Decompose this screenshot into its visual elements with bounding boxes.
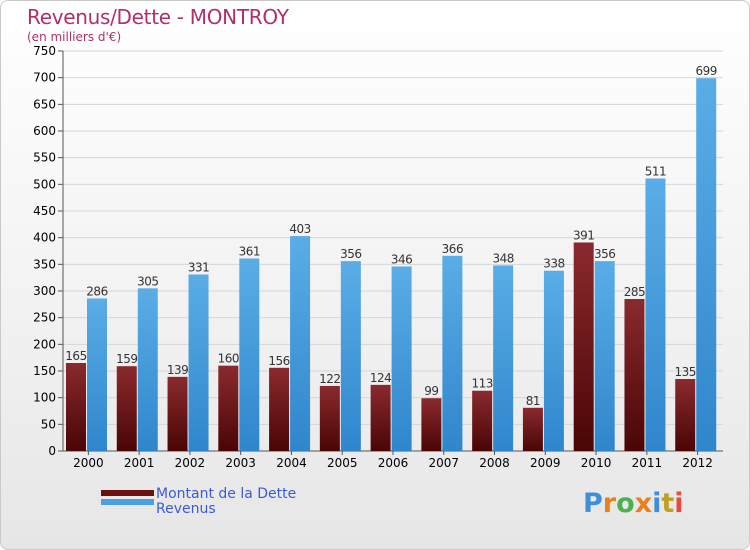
bar-dette: [421, 398, 442, 451]
bar-revenus: [493, 265, 514, 451]
data-label-dette: 99: [424, 384, 438, 398]
x-tick-label: 2006: [378, 456, 409, 470]
data-label-dette: 285: [624, 285, 645, 299]
data-label-dette: 156: [268, 354, 289, 368]
data-label-revenus: 305: [137, 274, 158, 288]
data-label-revenus: 699: [696, 64, 717, 78]
bar-dette: [472, 390, 493, 451]
y-tick-label: 450: [33, 204, 56, 218]
data-label-revenus: 356: [594, 247, 615, 261]
logo-letter: i: [652, 488, 662, 519]
data-label-dette: 165: [65, 349, 86, 363]
x-tick-label: 2002: [175, 456, 206, 470]
data-label-revenus: 361: [239, 244, 260, 258]
y-tick-label: 50: [41, 417, 56, 431]
y-tick-label: 300: [33, 284, 56, 298]
x-tick-label: 2007: [428, 456, 459, 470]
x-tick-label: 2011: [632, 456, 663, 470]
bar-dette: [624, 299, 645, 451]
bar-revenus: [391, 266, 412, 451]
x-tick-label: 2009: [530, 456, 561, 470]
x-tick-label: 2004: [276, 456, 307, 470]
logo-letter: t: [661, 488, 675, 519]
bar-revenus: [340, 261, 361, 451]
legend-label-revenus: Revenus: [156, 501, 216, 517]
y-tick-label: 350: [33, 257, 56, 271]
data-label-dette: 113: [471, 377, 492, 391]
bar-revenus: [239, 258, 260, 451]
logo-letter: r: [602, 488, 617, 519]
x-tick-label: 2003: [225, 456, 256, 470]
bar-dette: [573, 242, 594, 451]
x-tick-label: 2001: [124, 456, 155, 470]
logo-letter: i: [674, 488, 684, 519]
bar-dette: [319, 385, 340, 451]
legend-swatch-revenus: [101, 499, 154, 505]
data-label-revenus: 348: [492, 251, 513, 265]
legend-label-dette: Montant de la Dette: [156, 486, 297, 502]
logo-letter: o: [616, 488, 635, 519]
data-label-dette: 391: [573, 228, 594, 242]
bar-revenus: [543, 270, 564, 451]
data-label-revenus: 331: [188, 260, 209, 274]
bar-revenus: [87, 298, 107, 451]
bar-dette: [370, 384, 391, 451]
y-tick-label: 150: [33, 364, 56, 378]
legend-swatch-dette: [101, 490, 154, 496]
data-label-dette: 139: [167, 363, 188, 377]
y-tick-label: 650: [33, 97, 56, 111]
bar-revenus: [188, 274, 209, 451]
x-tick-label: 2012: [682, 456, 713, 470]
data-label-revenus: 403: [289, 222, 310, 236]
y-tick-label: 250: [33, 311, 56, 325]
data-label-revenus: 366: [442, 242, 463, 256]
bar-dette: [522, 407, 543, 451]
x-tick-label: 2005: [327, 456, 358, 470]
y-tick-label: 700: [33, 71, 56, 85]
y-tick-label: 750: [33, 44, 56, 58]
bar-dette: [167, 376, 188, 451]
data-label-revenus: 356: [340, 247, 361, 261]
logo-letter: x: [634, 488, 653, 519]
data-label-dette: 124: [370, 371, 391, 385]
y-tick-label: 400: [33, 231, 56, 245]
y-tick-label: 500: [33, 177, 56, 191]
y-tick-label: 100: [33, 391, 56, 405]
bar-revenus: [594, 261, 615, 451]
bar-dette: [116, 366, 137, 451]
data-label-revenus: 286: [86, 284, 107, 298]
y-tick-label: 600: [33, 124, 56, 138]
x-tick-label: 2010: [581, 456, 612, 470]
bar-revenus: [442, 255, 463, 451]
data-label-dette: 160: [218, 352, 239, 366]
bar-dette: [66, 363, 86, 451]
bar-revenus: [137, 288, 158, 451]
data-label-dette: 81: [526, 394, 540, 408]
bar-dette: [675, 379, 696, 451]
data-label-dette: 135: [675, 365, 696, 379]
data-label-dette: 122: [319, 372, 340, 386]
x-tick-label: 2008: [479, 456, 510, 470]
x-tick-label: 2000: [73, 456, 104, 470]
logo-letter: P: [583, 488, 603, 519]
chart-subtitle: (en milliers d'€): [27, 30, 122, 44]
bar-dette: [218, 365, 239, 451]
y-tick-label: 550: [33, 151, 56, 165]
data-label-revenus: 338: [543, 257, 564, 271]
chart-title: Revenus/Dette - MONTROY: [27, 5, 289, 29]
data-label-revenus: 511: [645, 164, 666, 178]
proxiti-logo: Proxiti: [583, 488, 684, 519]
y-tick-label: 0: [48, 444, 56, 458]
bar-revenus: [290, 236, 311, 451]
data-label-dette: 159: [116, 352, 137, 366]
bar-revenus: [645, 178, 666, 451]
data-label-revenus: 346: [391, 252, 412, 266]
bar-revenus: [696, 78, 717, 451]
y-tick-label: 200: [33, 337, 56, 351]
bar-dette: [269, 367, 290, 451]
